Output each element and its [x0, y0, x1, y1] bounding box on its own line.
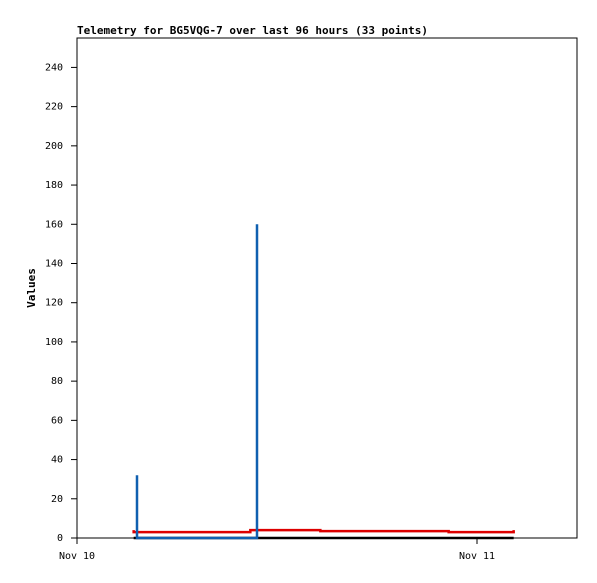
y-tick-label: 20 [51, 494, 63, 505]
y-tick-label: 160 [45, 219, 63, 230]
y-tick-label: 100 [45, 337, 63, 348]
series-line [135, 224, 259, 540]
chart-title: Telemetry for BG5VQG-7 over last 96 hour… [77, 24, 428, 37]
y-tick-label: 0 [57, 533, 63, 544]
y-tick-label: 40 [51, 455, 63, 466]
y-tick-label: 120 [45, 298, 63, 309]
x-tick-label: Nov 10 [59, 551, 95, 562]
y-tick-label: 220 [45, 102, 63, 113]
series-line [132, 528, 515, 534]
y-tick-label: 80 [51, 376, 63, 387]
x-tick-label: Nov 11 [459, 551, 495, 562]
y-tick-label: 200 [45, 141, 63, 152]
y-tick-label: 140 [45, 258, 63, 269]
y-tick-label: 180 [45, 180, 63, 191]
y-axis-label: Values [25, 268, 38, 308]
plot-frame [76, 37, 578, 539]
y-tick-label: 240 [45, 62, 63, 73]
y-tick-label: 60 [51, 415, 63, 426]
